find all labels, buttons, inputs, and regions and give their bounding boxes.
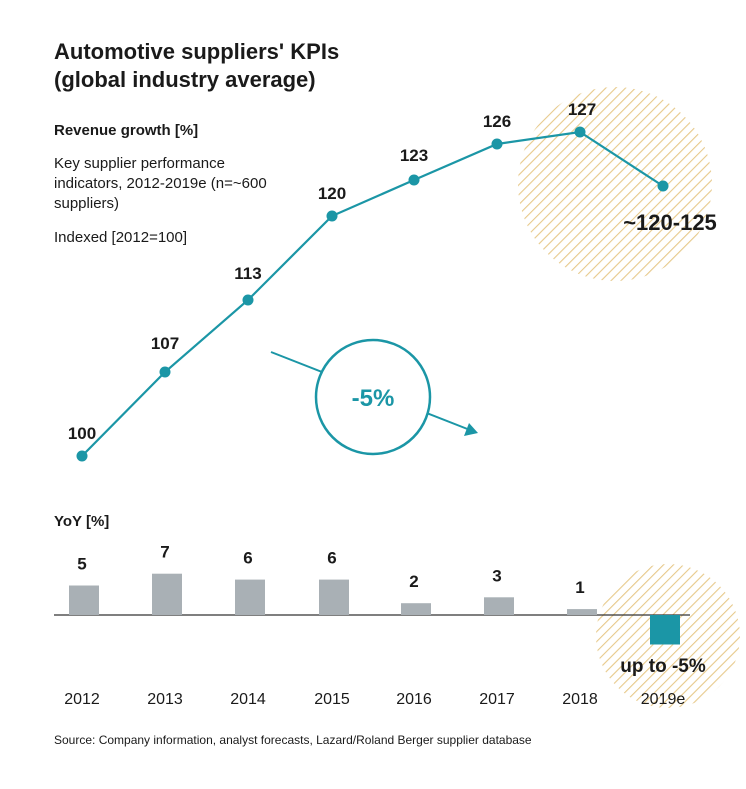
revenue-point-2015 — [326, 210, 338, 222]
yoy-bar-2017 — [484, 597, 514, 615]
x-tick-2016: 2016 — [396, 691, 432, 708]
title-line-1: Automotive suppliers' KPIs — [54, 39, 340, 64]
yoy-label-2016: 2 — [409, 572, 418, 591]
revenue-point-2012 — [76, 450, 88, 462]
revenue-label-2018: 127 — [568, 100, 596, 119]
revenue-point-2019e — [657, 180, 669, 192]
yoy-bar-2012 — [69, 585, 99, 615]
yoy-bar-2016 — [401, 603, 431, 615]
chart-title: Automotive suppliers' KPIs (global indus… — [54, 38, 339, 94]
yoy-label-2019e: up to -5% — [620, 656, 706, 677]
title-line-2: (global industry average) — [54, 67, 316, 92]
trend-arrowhead — [464, 423, 478, 436]
yoy-bar-2015 — [319, 579, 349, 615]
revenue-point-2013 — [159, 366, 171, 378]
revenue-label-2016: 123 — [400, 146, 428, 165]
revenue-point-2017 — [491, 138, 503, 150]
yoy-bar-2018 — [567, 609, 597, 615]
x-tick-2013: 2013 — [147, 691, 183, 708]
bar-chart-label: YoY [%] — [54, 513, 110, 530]
x-tick-2017: 2017 — [479, 691, 515, 708]
x-tick-2018: 2018 — [562, 691, 598, 708]
x-tick-2019e: 2019e — [641, 691, 686, 708]
revenue-label-2014: 113 — [234, 264, 261, 283]
x-tick-2015: 2015 — [314, 691, 350, 708]
yoy-bar-2014 — [235, 579, 265, 615]
index-note: Indexed [2012=100] — [54, 229, 188, 246]
trend-circle — [314, 338, 432, 456]
revenue-label-2015: 120 — [318, 184, 346, 203]
revenue-label-2012: 100 — [68, 424, 96, 443]
yoy-bar-2019e — [650, 615, 680, 645]
chart-description: Key supplier performance indicators, 201… — [54, 155, 267, 212]
yoy-label-2012: 5 — [77, 555, 86, 574]
yoy-label-2014: 6 — [243, 549, 252, 568]
yoy-bar-2013 — [152, 573, 182, 615]
revenue-label-2013: 107 — [151, 334, 179, 353]
revenue-point-2014 — [242, 294, 254, 306]
revenue-point-2016 — [408, 174, 420, 186]
source-note: Source: Company information, analyst for… — [54, 733, 532, 747]
yoy-label-2017: 3 — [492, 566, 501, 585]
revenue-point-2018 — [574, 126, 586, 138]
yoy-label-2013: 7 — [160, 543, 169, 562]
x-tick-2012: 2012 — [64, 691, 100, 708]
revenue-series-line — [81, 130, 664, 457]
revenue-label-2017: 126 — [483, 112, 511, 131]
yoy-label-2015: 6 — [327, 549, 336, 568]
revenue-label-2019e: ~120-125 — [623, 210, 717, 235]
yoy-label-2018: 1 — [575, 578, 584, 597]
line-highlight-hatch — [518, 87, 712, 281]
line-chart-subtitle: Revenue growth [%] — [54, 122, 199, 139]
x-tick-2014: 2014 — [230, 691, 266, 708]
trend-annotation-label: -5% — [352, 385, 395, 412]
